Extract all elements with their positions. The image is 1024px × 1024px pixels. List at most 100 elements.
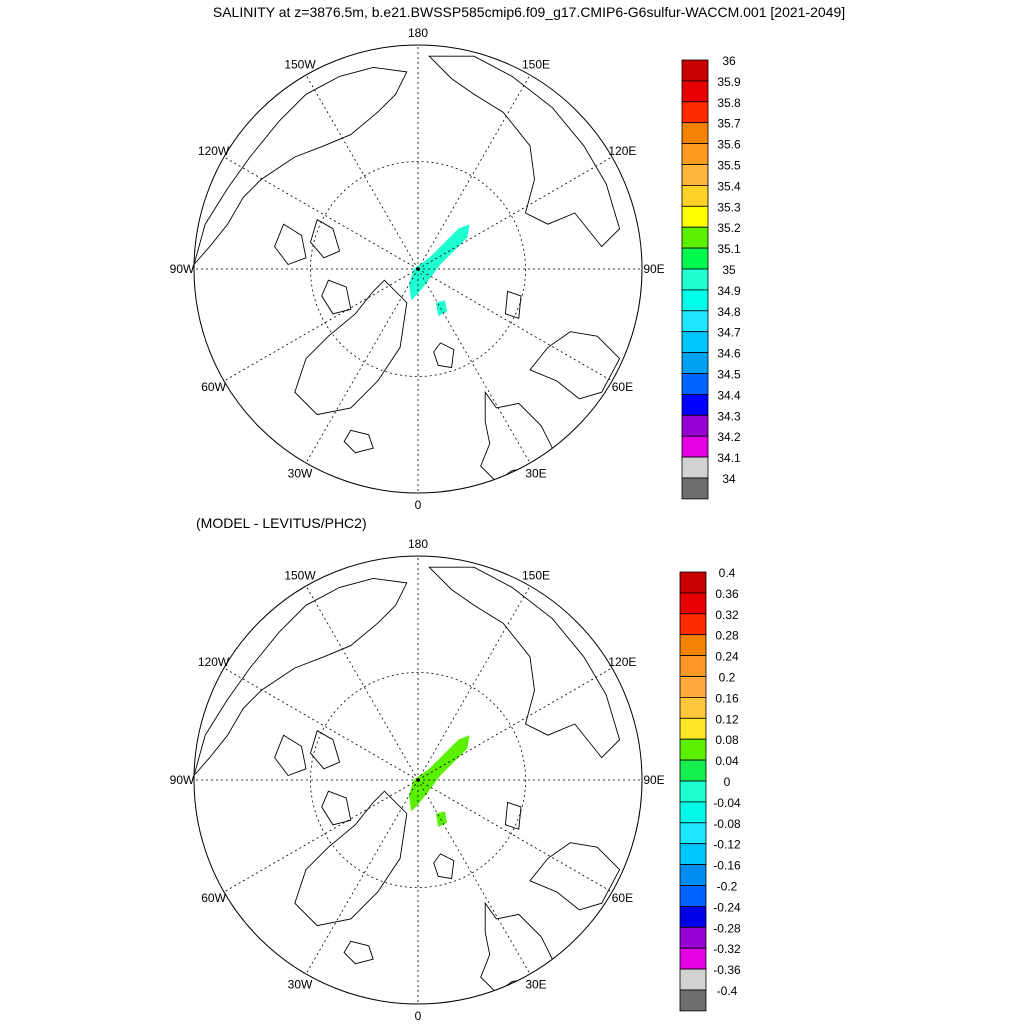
colorbar-label: -0.28 [713, 921, 741, 935]
colorbar-label: 34.8 [717, 305, 741, 319]
coastline [343, 940, 374, 965]
salinity-field [409, 735, 470, 812]
colorbar-swatch [681, 80, 709, 103]
colorbar-swatch [679, 906, 707, 928]
longitude-label: 30E [525, 466, 546, 480]
coastline [274, 734, 307, 777]
colorbar-label: 35 [722, 263, 736, 277]
colorbar-swatch [679, 822, 707, 845]
map-panel-difference: 180 150E 120E 90E 60E 30E 0 30W 60W 90W 120W 150W 0.… [170, 537, 741, 1023]
coastline [428, 55, 621, 248]
colorbar-swatch [679, 968, 707, 991]
colorbar-swatch [679, 571, 707, 594]
map-disc [194, 556, 642, 1004]
colorbar-label: -0.04 [713, 796, 741, 810]
meridian-line [417, 779, 531, 975]
colorbar-swatch [681, 268, 709, 291]
longitude-label: 180 [408, 537, 428, 551]
colorbar-label: -0.32 [713, 942, 741, 956]
longitude-label: 120W [198, 655, 230, 669]
meridian-line [417, 667, 613, 781]
coastline [433, 853, 455, 880]
colorbar-swatch [681, 435, 709, 458]
colorbar-swatch [681, 143, 709, 165]
longitude-label: 60E [612, 380, 633, 394]
coastline [433, 342, 455, 369]
colorbar-label: 35.7 [717, 117, 741, 131]
colorbar-swatch [681, 477, 709, 500]
coastline [529, 331, 621, 400]
colorbar-swatch [681, 289, 709, 312]
longitude-label: 60W [201, 380, 226, 394]
colorbar-label: 34.6 [717, 347, 741, 361]
colorbar-swatch [679, 676, 707, 698]
colorbar-label: -0.2 [717, 880, 738, 894]
latitude-circle [310, 672, 526, 888]
colorbar-swatch [679, 738, 707, 761]
colorbar-swatch [679, 759, 707, 782]
colorbar-label: 0 [724, 775, 731, 789]
colorbar-label: 0.24 [715, 650, 739, 664]
coastline [194, 577, 408, 776]
longitude-label: 0 [415, 498, 422, 512]
meridian-line [417, 268, 531, 464]
longitude-label: 90W [170, 773, 195, 787]
meridian-line [417, 74, 531, 270]
colorbar-label: 0.16 [715, 691, 739, 705]
colorbar-label: 34.3 [717, 409, 741, 423]
longitude-label: 30W [288, 977, 313, 991]
colorbar-label: 36 [722, 54, 736, 68]
coastline [529, 842, 621, 911]
colorbar-label: 0.4 [719, 566, 736, 580]
colorbar-label: 35.6 [717, 138, 741, 152]
meridian-line [305, 74, 419, 270]
colorbar-label: 35.5 [717, 159, 741, 173]
colorbar-swatch [679, 634, 707, 657]
longitude-label: 30W [288, 466, 313, 480]
figure-title: SALINITY at z=3876.5m, b.e21.BWSSP585cmi… [213, 4, 845, 20]
colorbar-swatch [679, 592, 707, 615]
colorbar-label: 34 [722, 472, 736, 486]
colorbar-swatch [679, 655, 707, 677]
longitude-label: 120E [608, 144, 636, 158]
colorbar-swatch [679, 947, 707, 970]
colorbar-label: 35.1 [717, 242, 741, 256]
longitude-label: 90E [643, 773, 664, 787]
coastline [274, 223, 307, 266]
colorbar-label: 0.32 [715, 608, 739, 622]
colorbar-label: 35.4 [717, 179, 741, 193]
colorbar-swatch [679, 989, 707, 1012]
meridian-line [223, 268, 419, 382]
colorbar-swatch [679, 885, 707, 907]
longitude-label: 120W [198, 144, 230, 158]
colorbar-swatch [679, 926, 707, 949]
colorbar-swatch [681, 101, 709, 124]
colorbar-swatch [679, 843, 707, 866]
coastline [309, 730, 341, 770]
colorbar-swatch [681, 331, 709, 354]
colorbar-label: 0.28 [715, 629, 739, 643]
colorbar-swatch [681, 226, 709, 249]
coastline [321, 279, 352, 315]
colorbar-swatch [681, 247, 709, 270]
longitude-label: 60W [201, 891, 226, 905]
colorbar-label: 35.3 [717, 200, 741, 214]
colorbar-label: 34.4 [717, 388, 741, 402]
coastline [194, 66, 408, 265]
colorbar-swatch [681, 352, 709, 374]
colorbar: 0.4 0.36 0.32 0.28 0.24 0.2 0.16 0.12 0.08 0.04 0 -… [679, 566, 741, 1012]
colorbar-swatch [679, 613, 707, 636]
colorbar-label: 34.5 [717, 368, 741, 382]
colorbar-label: 34.9 [717, 284, 741, 298]
map-boundary [193, 44, 643, 494]
longitude-label: 0 [415, 1009, 422, 1023]
colorbar-swatch [681, 164, 709, 186]
coastline [343, 429, 374, 454]
coastline [428, 566, 621, 759]
colorbar-swatch [681, 310, 709, 333]
map-disc [194, 45, 642, 493]
longitude-label: 30E [525, 977, 546, 991]
colorbar-label: 35.8 [717, 96, 741, 110]
longitude-label: 150E [522, 58, 550, 72]
coastline [504, 290, 522, 319]
